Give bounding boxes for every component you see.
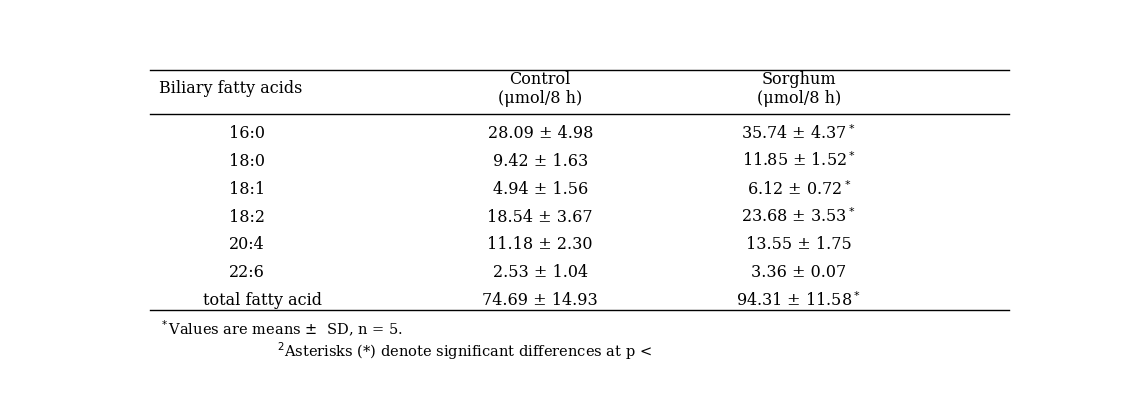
- Text: 18:2: 18:2: [228, 208, 265, 226]
- Text: 6.12 ± 0.72$^*$: 6.12 ± 0.72$^*$: [746, 180, 851, 199]
- Text: $^*$Values are means $\pm$  SD, n = 5.: $^*$Values are means $\pm$ SD, n = 5.: [158, 319, 403, 339]
- Text: 16:0: 16:0: [228, 125, 265, 142]
- Text: Biliary fatty acids: Biliary fatty acids: [158, 81, 302, 97]
- Text: 4.94 ± 1.56: 4.94 ± 1.56: [493, 181, 588, 198]
- Text: total fatty acid: total fatty acid: [202, 292, 321, 309]
- Text: 94.31 ± 11.58$^*$: 94.31 ± 11.58$^*$: [736, 291, 861, 310]
- Text: 11.18 ± 2.30: 11.18 ± 2.30: [487, 236, 593, 254]
- Text: Control
(μmol/8 h): Control (μmol/8 h): [498, 71, 582, 107]
- Text: 22:6: 22:6: [228, 264, 265, 281]
- Text: 13.55 ± 1.75: 13.55 ± 1.75: [745, 236, 852, 254]
- Text: 3.36 ± 0.07: 3.36 ± 0.07: [751, 264, 846, 281]
- Text: 35.74 ± 4.37$^*$: 35.74 ± 4.37$^*$: [742, 124, 856, 143]
- Text: 18.54 ± 3.67: 18.54 ± 3.67: [487, 208, 593, 226]
- Text: $^2$Asterisks (*) denote significant differences at p <: $^2$Asterisks (*) denote significant dif…: [277, 341, 653, 363]
- Text: 11.85 ± 1.52$^*$: 11.85 ± 1.52$^*$: [742, 152, 856, 171]
- Text: Sorghum
(μmol/8 h): Sorghum (μmol/8 h): [757, 71, 840, 107]
- Text: 28.09 ± 4.98: 28.09 ± 4.98: [487, 125, 593, 142]
- Text: 20:4: 20:4: [228, 236, 265, 254]
- Text: 74.69 ± 14.93: 74.69 ± 14.93: [482, 292, 598, 309]
- Text: 18:0: 18:0: [228, 152, 265, 169]
- Text: 23.68 ± 3.53$^*$: 23.68 ± 3.53$^*$: [742, 208, 856, 226]
- Text: 2.53 ± 1.04: 2.53 ± 1.04: [493, 264, 588, 281]
- Text: 9.42 ± 1.63: 9.42 ± 1.63: [493, 152, 588, 169]
- Text: 18:1: 18:1: [228, 181, 265, 198]
